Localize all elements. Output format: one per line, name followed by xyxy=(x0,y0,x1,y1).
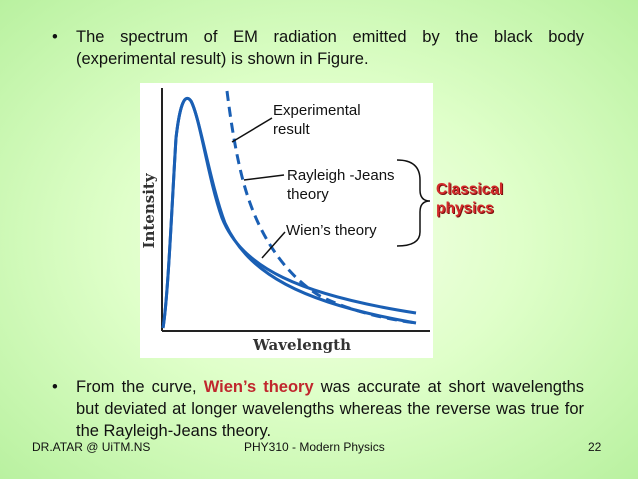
rayleigh-jeans-label-line1: Rayleigh -Jeans xyxy=(287,167,395,184)
bullet-1-text: The spectrum of EM radiation emitted by … xyxy=(76,28,584,68)
spectrum-graph: Intensity Wavelength xyxy=(140,88,430,354)
bullet-2-part2: was accurate at short wavelengths but de… xyxy=(76,378,584,440)
classical-label-line2: physics xyxy=(436,200,494,217)
wien-curve xyxy=(161,96,417,329)
classical-label-line1: Classical xyxy=(436,181,504,198)
bullet-marker: • xyxy=(52,28,58,46)
wien-pointer xyxy=(261,231,286,259)
experimental-label-line1: Experimental xyxy=(273,102,361,119)
bullet-2-part1: From the curve, xyxy=(76,378,204,396)
rayleigh-jeans-curve xyxy=(225,90,417,325)
page-number: 22 xyxy=(588,440,602,454)
x-axis-label: Wavelength xyxy=(252,336,351,354)
footer-author: DR.ATAR @ UiTM.NS xyxy=(32,440,151,454)
bullet-1: • The spectrum of EM radiation emitted b… xyxy=(52,26,584,70)
rayleigh-jeans-label: Rayleigh -Jeans theory xyxy=(287,166,427,204)
footer-course: PHY310 - Modern Physics xyxy=(244,440,385,454)
rayleigh-jeans-pointer xyxy=(243,174,285,181)
bullet-2: • From the curve, Wien’s theory was accu… xyxy=(52,376,584,442)
experimental-pointer xyxy=(231,117,273,143)
classical-bracket xyxy=(396,159,431,247)
wien-label: Wien’s theory xyxy=(286,222,377,239)
wien-theory-highlight: Wien’s theory xyxy=(203,378,314,396)
experimental-label-line2: result xyxy=(273,121,310,138)
bullet-marker: • xyxy=(52,378,58,396)
spectrum-figure: Intensity Wavelength xyxy=(140,83,433,358)
bullet-2-text: From the curve, Wien’s theory was accura… xyxy=(76,376,584,442)
rayleigh-jeans-label-line2: theory xyxy=(287,186,329,203)
experimental-label: Experimental result xyxy=(273,101,403,139)
classical-physics-label: Classical physics xyxy=(436,180,503,218)
y-axis-label: Intensity xyxy=(140,172,158,248)
